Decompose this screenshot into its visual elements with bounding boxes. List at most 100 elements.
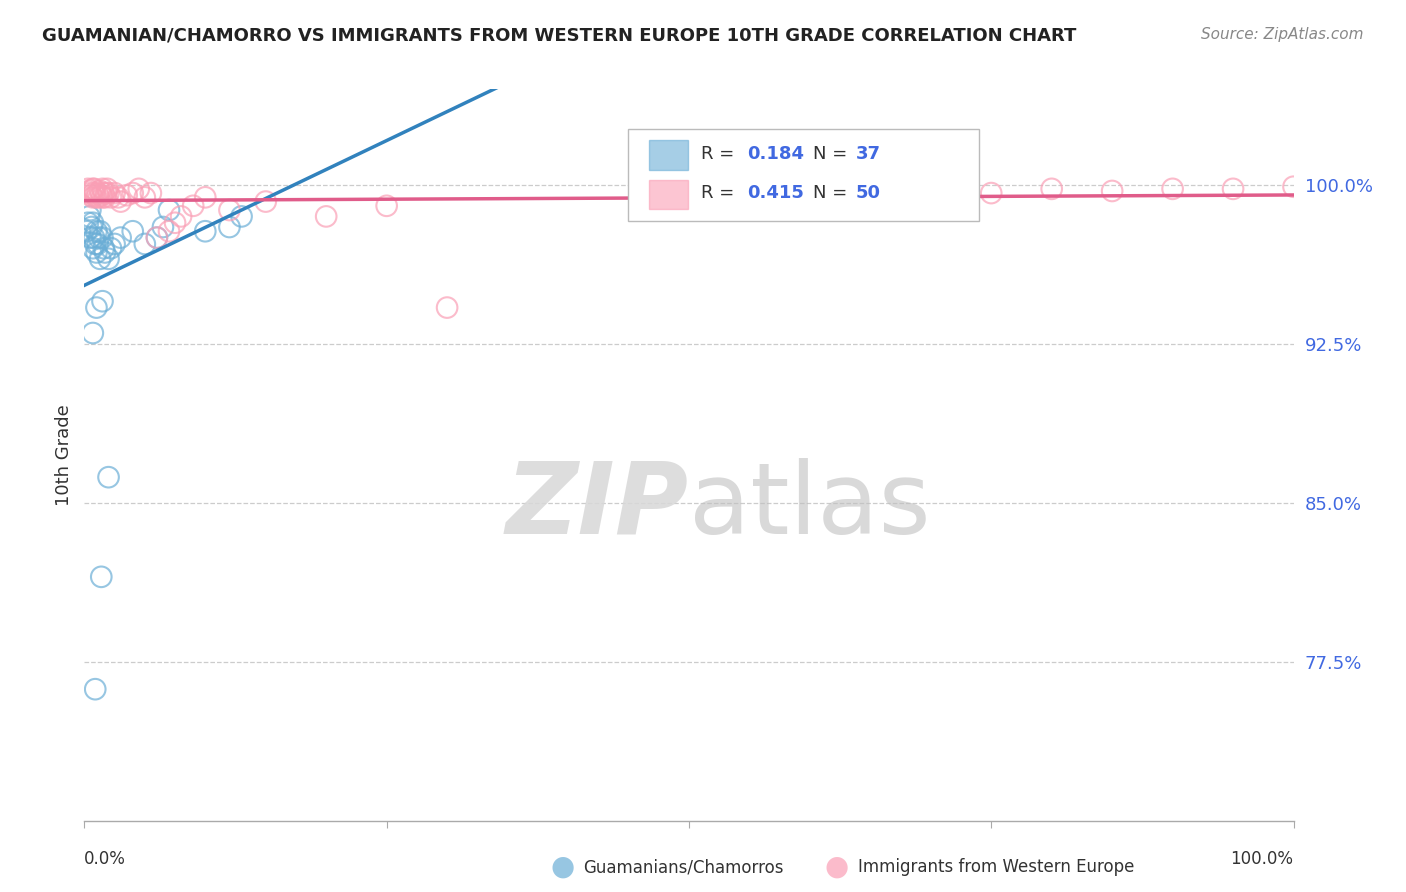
Text: ●: ●: [550, 853, 575, 881]
Point: [79, 202, 101, 217]
Point: [97, 186, 120, 200]
Text: 0.0%: 0.0%: [84, 850, 127, 868]
Point: [77, 184, 100, 198]
Text: GUAMANIAN/CHAMORRO VS IMMIGRANTS FROM WESTERN EUROPE 10TH GRADE CORRELATION CHAR: GUAMANIAN/CHAMORRO VS IMMIGRANTS FROM WE…: [42, 27, 1077, 45]
Point: [86, 224, 108, 238]
Point: [84, 237, 107, 252]
Text: ZIP: ZIP: [506, 458, 689, 555]
Point: [86, 301, 108, 315]
Bar: [650, 180, 688, 209]
Point: [134, 190, 156, 204]
Point: [157, 202, 180, 217]
Point: [100, 190, 122, 204]
Point: [110, 194, 132, 209]
Point: [94, 245, 117, 260]
Text: 0.415: 0.415: [747, 184, 804, 202]
Point: [254, 194, 277, 209]
Point: [107, 190, 129, 204]
Point: [82, 190, 104, 204]
Point: [121, 186, 143, 200]
Text: N =: N =: [814, 184, 853, 202]
Point: [76, 224, 98, 238]
Point: [91, 190, 114, 204]
Point: [77, 216, 100, 230]
Point: [82, 326, 104, 340]
Text: 37: 37: [856, 145, 880, 162]
Point: [1161, 182, 1184, 196]
Point: [157, 224, 180, 238]
Point: [91, 294, 114, 309]
Point: [1040, 182, 1063, 196]
Point: [436, 301, 458, 315]
Point: [315, 210, 337, 224]
Point: [375, 199, 398, 213]
Text: R =: R =: [702, 184, 740, 202]
Point: [83, 230, 105, 244]
Point: [80, 188, 103, 202]
Text: Guamanians/Chamorros: Guamanians/Chamorros: [583, 858, 785, 876]
Point: [94, 190, 117, 204]
Point: [194, 190, 217, 204]
Point: [89, 224, 111, 238]
Y-axis label: 10th Grade: 10th Grade: [55, 404, 73, 506]
Point: [84, 682, 107, 697]
Point: [93, 186, 115, 200]
Point: [100, 241, 122, 255]
Point: [87, 230, 110, 244]
Point: [152, 219, 174, 234]
Point: [86, 190, 108, 204]
Point: [82, 216, 104, 230]
Point: [165, 216, 187, 230]
Point: [1222, 182, 1244, 196]
Point: [799, 188, 821, 202]
Point: [128, 182, 150, 196]
Text: R =: R =: [702, 145, 740, 162]
Point: [110, 230, 132, 244]
Point: [94, 186, 117, 200]
Point: [87, 190, 110, 204]
Point: [181, 199, 204, 213]
Point: [91, 230, 114, 244]
Point: [121, 224, 143, 238]
Point: [170, 210, 193, 224]
Point: [84, 188, 107, 202]
Point: [86, 237, 108, 252]
Point: [134, 237, 156, 252]
Text: 50: 50: [856, 184, 880, 202]
Point: [80, 219, 103, 234]
Point: [1282, 179, 1305, 194]
Point: [231, 210, 253, 224]
Point: [77, 182, 100, 196]
Point: [115, 188, 138, 202]
Point: [89, 252, 111, 266]
Text: atlas: atlas: [689, 458, 931, 555]
Point: [218, 202, 240, 217]
Point: [90, 570, 112, 584]
Text: N =: N =: [814, 145, 853, 162]
Point: [96, 182, 118, 196]
FancyBboxPatch shape: [628, 129, 979, 221]
Point: [97, 252, 120, 266]
Point: [82, 182, 104, 196]
Text: ●: ●: [824, 853, 849, 881]
Point: [90, 188, 112, 202]
Point: [91, 182, 114, 196]
Point: [139, 186, 162, 200]
Point: [104, 186, 127, 200]
Point: [104, 237, 127, 252]
Point: [86, 186, 108, 200]
Text: Source: ZipAtlas.com: Source: ZipAtlas.com: [1201, 27, 1364, 42]
Point: [83, 186, 105, 200]
Point: [97, 470, 120, 484]
Point: [79, 230, 101, 244]
Point: [146, 230, 169, 244]
Point: [77, 210, 100, 224]
Point: [86, 245, 108, 260]
Text: Immigrants from Western Europe: Immigrants from Western Europe: [858, 858, 1135, 876]
Point: [1101, 184, 1123, 198]
Point: [93, 241, 115, 255]
Point: [980, 186, 1002, 200]
Bar: [650, 140, 688, 169]
Point: [920, 184, 942, 198]
Point: [194, 224, 217, 238]
